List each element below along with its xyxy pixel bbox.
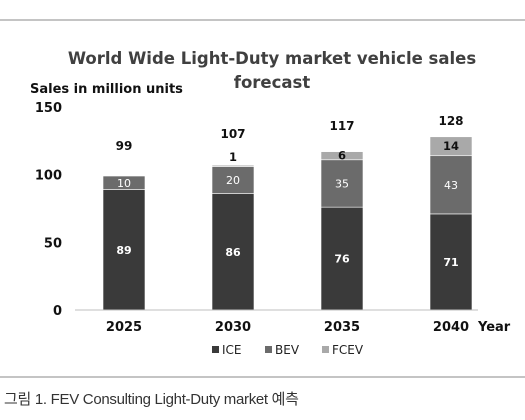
legend-swatch-fcev [322,346,329,353]
y-tick-label: 100 [35,169,62,184]
legend-label-bev: BEV [275,343,300,357]
bar-segment-bev [102,175,146,190]
chart-title: World Wide Light-Duty market vehicle sal… [68,49,477,68]
bars: 89 10 99 86 20 1 107 76 35 6 117 71 43 14 128 [102,114,473,311]
legend-swatch-ice [212,346,219,353]
x-tick-label: 2040 [433,320,469,335]
total-label: 117 [329,119,354,133]
legend: ICE BEV FCEV [212,343,364,357]
bar-segment-ice [429,213,473,311]
x-tick-label: 2035 [324,320,360,335]
y-axis: 0 50 100 150 [35,101,62,319]
chart-title-line2: forecast [234,73,311,92]
data-label-fcev: 6 [338,149,346,163]
stacked-bar-chart: World Wide Light-Duty market vehicle sal… [0,19,525,378]
x-tick-label: 2030 [215,320,251,335]
data-label-bev: 20 [226,174,240,187]
x-tick-label: 2025 [106,320,142,335]
total-label: 107 [220,127,245,141]
bar-segment-fcev [211,164,255,167]
data-label-ice: 71 [443,256,458,269]
y-tick-label: 50 [44,236,62,251]
y-tick-label: 150 [35,101,62,116]
data-label-ice: 89 [116,244,131,257]
data-label-fcev: 1 [229,150,237,164]
bar-segment-fcev [320,151,364,161]
legend-label-ice: ICE [222,343,242,357]
total-label: 128 [438,114,463,128]
data-label-fcev: 14 [443,139,459,153]
x-axis: 2025 2030 2035 2040 [75,309,478,335]
total-label: 99 [116,139,133,153]
data-label-ice: 76 [334,253,350,266]
y-axis-label: Sales in million units [30,82,183,97]
data-label-bev: 35 [335,177,349,190]
data-label-ice: 86 [225,246,241,259]
data-label-bev: 10 [117,177,131,190]
legend-label-fcev: FCEV [332,343,364,357]
bar-segment-ice [102,189,146,311]
figure-caption: 그림 1. FEV Consulting Light-Duty market 예… [4,391,299,408]
y-tick-label: 0 [53,304,62,319]
data-label-bev: 43 [444,179,458,192]
legend-swatch-bev [265,346,272,353]
bar-segment-fcev [429,136,473,157]
x-axis-label: Year [477,320,511,335]
